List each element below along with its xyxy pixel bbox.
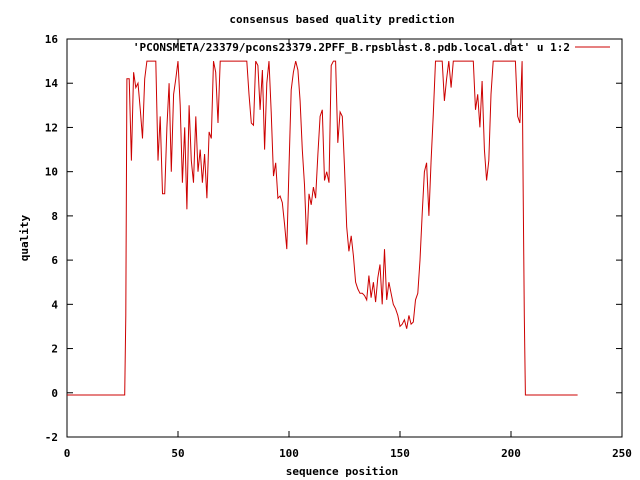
x-tick-label: 100 [279,447,299,460]
y-tick-label: 0 [51,387,58,400]
x-tick-label: 150 [390,447,410,460]
x-axis-label: sequence position [286,465,399,478]
y-tick-label: 14 [45,77,59,90]
plot-frame [66,38,623,438]
y-tick-label: 8 [51,210,58,223]
series-layer [67,60,578,396]
x-tick-label: 0 [64,447,71,460]
chart-title: consensus based quality prediction [229,13,454,26]
x-tick-label: 200 [501,447,521,460]
y-tick-label: 16 [45,33,59,46]
y-tick-label: 12 [45,121,58,134]
legend-label: 'PCONSMETA/23379/pcons23379.2PFF_B.rpsbl… [133,41,570,54]
y-tick-label: 6 [51,254,58,267]
y-axis-label: quality [18,214,31,261]
y-tick-label: 10 [45,166,58,179]
y-tick-label: 2 [51,343,58,356]
y-tick-label: 4 [51,298,58,311]
y-tick-label: -2 [45,431,58,444]
x-tick-label: 250 [612,447,632,460]
x-tick-label: 50 [171,447,184,460]
axis-ticks: 0 50 100 150 200 250 -2 0 2 4 6 8 10 12 14 16 [45,33,632,460]
series-line-0 [67,60,578,396]
